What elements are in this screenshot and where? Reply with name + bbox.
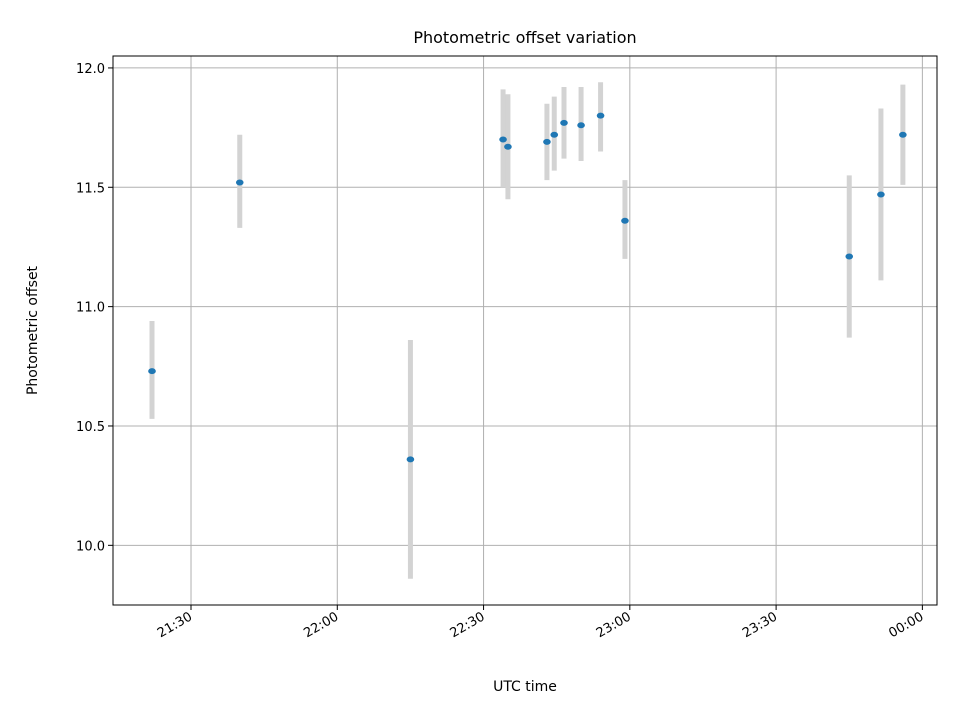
data-points	[148, 112, 907, 463]
data-point	[621, 217, 629, 224]
y-axis-label: Photometric offset	[25, 265, 41, 395]
y-tick-label: 11.5	[76, 181, 105, 196]
plot-area-frame	[112, 55, 938, 606]
data-point	[504, 143, 512, 150]
chart-title: Photometric offset variation	[413, 28, 636, 47]
y-axis-ticks: 10.0 10.5 11.0 11.5 12.0	[76, 62, 113, 554]
x-axis-ticks: 21:30 22:00 22:30 23:00 23:30 00:00	[155, 605, 926, 641]
data-point	[899, 131, 907, 138]
data-point	[543, 138, 551, 145]
errorbars	[149, 82, 906, 579]
y-tick-label: 10.5	[76, 420, 105, 435]
data-point	[577, 122, 585, 129]
data-point	[596, 112, 605, 119]
x-tick-label: 22:00	[301, 609, 341, 641]
y-tick-label: 11.0	[76, 301, 105, 316]
x-tick-label: 23:30	[740, 609, 780, 641]
grid	[113, 56, 937, 605]
data-point	[499, 136, 507, 143]
x-tick-label: 23:00	[594, 609, 634, 641]
data-point	[148, 368, 156, 375]
x-axis-label: UTC time	[493, 679, 557, 695]
data-point	[406, 456, 415, 463]
data-point	[845, 253, 854, 260]
data-point	[877, 191, 885, 198]
x-tick-label: 21:30	[155, 609, 195, 641]
x-tick-label: 22:30	[448, 609, 488, 641]
y-tick-label: 10.0	[76, 539, 105, 554]
data-point	[560, 119, 568, 126]
y-tick-label: 12.0	[76, 62, 105, 77]
data-point	[550, 131, 559, 138]
data-point	[235, 179, 244, 186]
x-tick-label: 00:00	[886, 609, 926, 641]
